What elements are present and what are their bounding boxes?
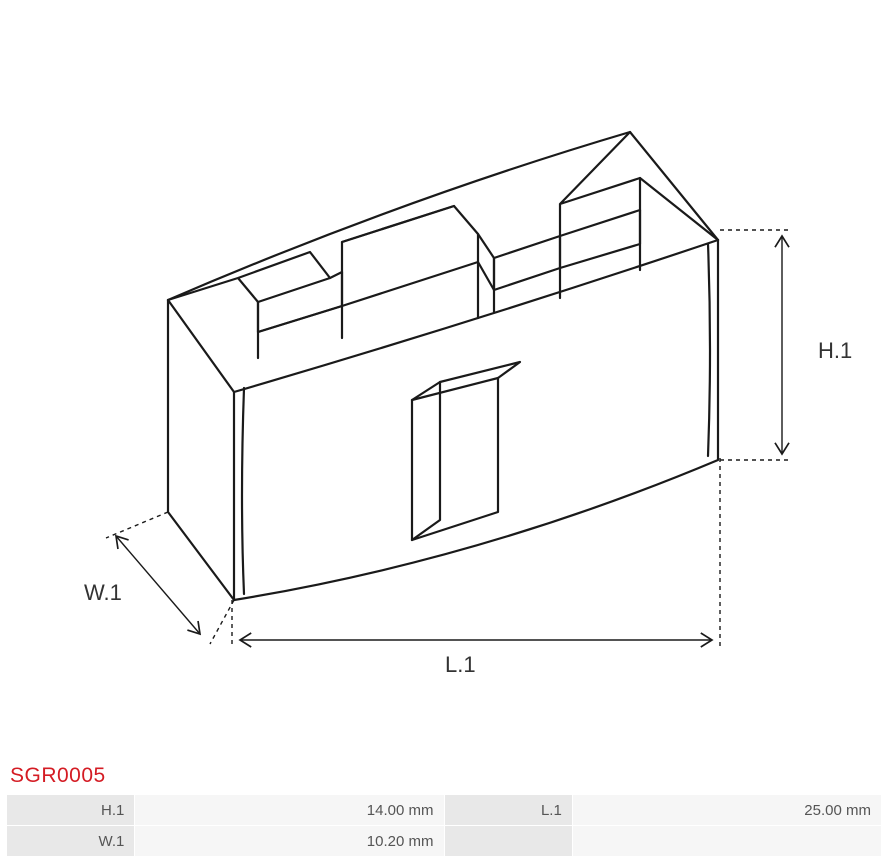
dim-h1-value: 14.00 mm [135,795,443,825]
dimensions-table: H.1 14.00 mm L.1 25.00 mm W.1 10.20 mm [6,794,882,857]
dim-w1-label: W.1 [7,826,134,856]
dim-h1-label: H.1 [7,795,134,825]
table-row: H.1 14.00 mm L.1 25.00 mm [7,795,881,825]
part-diagram: H.1 L.1 W.1 [0,0,888,760]
table-row: W.1 10.20 mm [7,826,881,856]
dimension-l1 [232,458,720,648]
dimension-h1-label: H.1 [818,338,852,363]
dimension-h1 [720,230,790,460]
dim-l1-label: L.1 [445,795,572,825]
dimension-l1-label: L.1 [445,652,476,677]
dim-empty-label [445,826,572,856]
part-number: SGR0005 [10,764,106,788]
dimension-w1-label: W.1 [84,580,122,605]
dim-l1-value: 25.00 mm [573,795,881,825]
dimension-w1 [106,512,234,644]
dim-empty-value [573,826,881,856]
dim-w1-value: 10.20 mm [135,826,443,856]
